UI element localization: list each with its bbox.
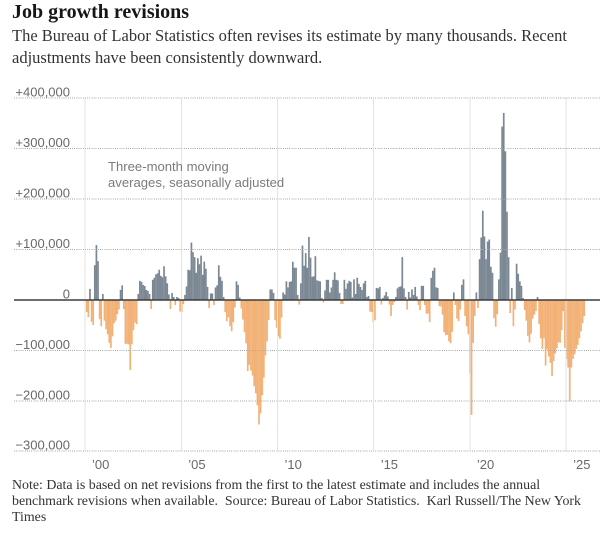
svg-text:+300,000: +300,000 <box>15 135 70 150</box>
svg-text:Three-month moving: Three-month moving <box>108 159 229 174</box>
svg-text:+200,000: +200,000 <box>15 185 70 200</box>
svg-text:−200,000: −200,000 <box>15 387 70 402</box>
svg-text:’00: ’00 <box>92 457 109 472</box>
svg-text:’20: ’20 <box>477 457 494 472</box>
svg-text:+400,000: +400,000 <box>15 85 70 100</box>
svg-text:’10: ’10 <box>285 457 302 472</box>
svg-text:’25: ’25 <box>573 457 590 472</box>
svg-text:+100,000: +100,000 <box>15 236 70 251</box>
svg-text:−100,000: −100,000 <box>15 337 70 352</box>
svg-text:averages, seasonally adjusted: averages, seasonally adjusted <box>108 175 284 190</box>
svg-text:0: 0 <box>63 287 70 302</box>
svg-text:−300,000: −300,000 <box>15 438 70 453</box>
svg-text:’15: ’15 <box>381 457 398 472</box>
svg-text:’05: ’05 <box>188 457 205 472</box>
